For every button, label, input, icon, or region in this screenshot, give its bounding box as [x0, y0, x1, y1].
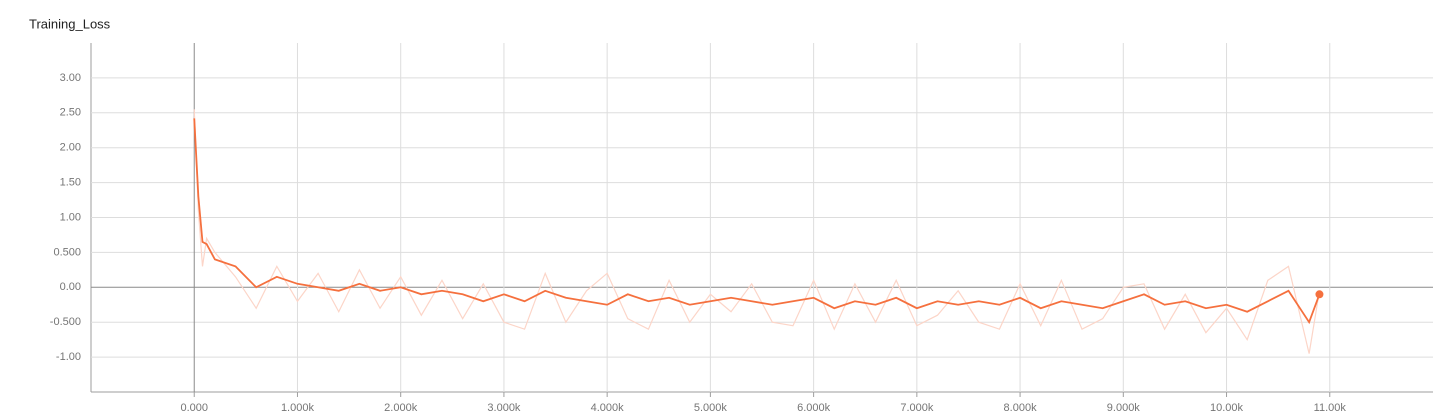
- x-tick-label: 2.000k: [384, 402, 418, 412]
- y-tick-label: 3.00: [60, 72, 81, 84]
- y-tick-label: 0.00: [60, 281, 81, 293]
- x-tick-label: 9.000k: [1107, 402, 1141, 412]
- last-point: [1315, 290, 1324, 299]
- y-tick-label: 1.00: [60, 211, 81, 223]
- x-tick-label: 3.000k: [487, 402, 521, 412]
- y-tick-label: -1.00: [56, 351, 81, 363]
- x-tick-label: 7.000k: [900, 402, 934, 412]
- y-tick-label: 0.500: [53, 246, 81, 258]
- y-tick-label: -0.500: [50, 316, 81, 328]
- chart-title: Training_Loss: [29, 16, 111, 31]
- x-tick-label: 4.000k: [591, 402, 625, 412]
- x-tick-label: 8.000k: [1004, 402, 1038, 412]
- y-tick-label: 1.50: [60, 177, 81, 189]
- line-series: [193, 118, 1321, 325]
- x-tick-label: 11.00k: [1314, 402, 1347, 412]
- x-tick-label: 0.000: [180, 402, 208, 412]
- y-tick-label: 2.50: [60, 107, 81, 119]
- x-tick-label: 10.00k: [1210, 402, 1244, 412]
- x-tick-label: 5.000k: [694, 402, 728, 412]
- x-tick-label: 1.000k: [281, 402, 315, 412]
- line-series: [193, 109, 1321, 354]
- x-tick-label: 6.000k: [797, 402, 831, 412]
- y-tick-label: 2.00: [60, 142, 81, 154]
